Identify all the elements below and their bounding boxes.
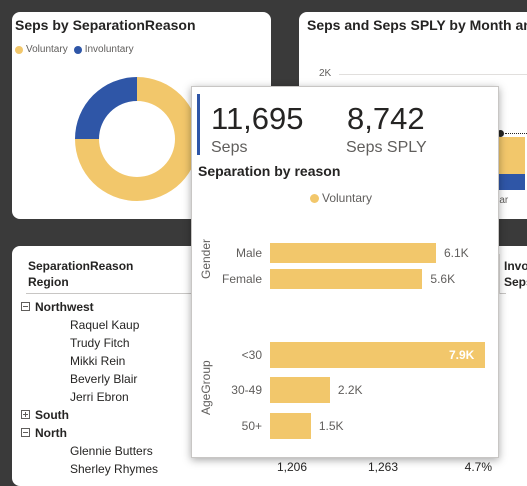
category-label: <30 <box>241 348 262 362</box>
legend-voluntary-label: Voluntary <box>322 191 373 205</box>
sply-line-marker[interactable] <box>497 130 504 137</box>
matrix-group-label: South <box>35 408 69 422</box>
matrix-member-label: Raquel Kaup <box>70 318 140 332</box>
bar-chart-legend: Voluntary <box>310 191 372 205</box>
cell-value: 4.7% <box>464 460 492 474</box>
gender-axis-label: Gender <box>199 238 213 279</box>
matrix-group-row[interactable]: Northwest <box>12 298 527 316</box>
matrix-column-divider <box>499 254 500 294</box>
donut-chart-title: Seps by SeparationReason <box>15 17 196 33</box>
matrix-last-row-values: 1,206 1,263 4.7% <box>12 458 527 476</box>
bar-data-label: 5.6K <box>430 272 456 286</box>
bar-50[interactable] <box>270 413 311 439</box>
column-bar-voluntary[interactable] <box>495 137 525 177</box>
matrix-member-row[interactable]: Sherley Rhymes <box>12 460 527 478</box>
sply-line <box>505 133 527 134</box>
x-axis-tick-label: Mar <box>491 195 509 206</box>
matrix-group-label: North <box>35 426 67 440</box>
donut-slice-voluntary[interactable] <box>75 77 199 201</box>
bar-female[interactable] <box>270 269 423 289</box>
legend-involuntary-label: Involuntary <box>84 44 134 55</box>
cell-value: 1,263 <box>367 460 398 474</box>
legend-voluntary-label: Voluntary <box>26 44 68 55</box>
kpi-seps-label: Seps <box>211 139 248 156</box>
matrix-member-row[interactable]: Beverly Blair <box>12 370 527 388</box>
matrix-member-label: Sherley Rhymes <box>70 462 159 476</box>
matrix-group-row[interactable]: North <box>12 424 527 442</box>
donut-legend: Voluntary Involuntary <box>15 44 134 55</box>
matrix-member-row[interactable]: Raquel Kaup <box>12 316 527 334</box>
donut-slice-involuntary[interactable] <box>75 77 137 139</box>
collapse-icon[interactable] <box>21 302 30 311</box>
matrix-member-label: Mikki Rein <box>70 354 126 368</box>
category-label: Male <box>235 246 262 260</box>
bar-data-label: 6.1K <box>444 246 469 260</box>
agegroup-axis-label: AgeGroup <box>199 360 213 415</box>
category-label: 50+ <box>241 419 262 433</box>
matrix-group-label: Northwest <box>35 300 94 314</box>
bar-30[interactable] <box>270 342 485 368</box>
matrix-member-label: Jerri Ebron <box>70 390 129 404</box>
matrix-member-row[interactable]: Jerri Ebron <box>12 388 527 406</box>
tooltip-card: 11,695 Seps 8,742 Seps SPLY Separation b… <box>191 86 499 458</box>
matrix-member-row[interactable]: Glennie Butters <box>12 442 527 460</box>
legend-voluntary-marker <box>310 193 319 203</box>
matrix-header-seps[interactable]: Seps <box>504 275 527 289</box>
matrix-member-label: Trudy Fitch <box>70 336 130 350</box>
bar-data-label: 2.2K <box>337 383 363 397</box>
y-axis-tick: 2K <box>319 68 332 79</box>
matrix-member-row[interactable]: Mikki Rein <box>12 352 527 370</box>
donut-chart[interactable] <box>72 74 202 204</box>
bar-30-49[interactable] <box>270 377 330 403</box>
kpi-seps-value: 11,695 <box>211 101 304 136</box>
bar-chart-title: Separation by reason <box>198 163 341 179</box>
matrix-member-label: Beverly Blair <box>70 372 138 386</box>
matrix-member-label: Glennie Butters <box>70 444 153 458</box>
column-bar-involuntary[interactable] <box>495 174 525 190</box>
matrix-header-region[interactable]: Region <box>28 275 69 289</box>
legend-voluntary-marker <box>15 45 23 54</box>
bar-male[interactable] <box>270 243 436 263</box>
separation-bar-chart[interactable]: Gender Male 6.1K Female 5.6K AgeGroup <30 7.9K 3… <box>192 87 498 457</box>
kpi-accent-bar <box>197 94 200 155</box>
expand-icon[interactable] <box>21 410 30 419</box>
kpi-seps-sply-value: 8,742 <box>347 101 425 136</box>
kpi-seps-sply-label: Seps SPLY <box>346 139 427 156</box>
line-chart-title: Seps and Seps SPLY by Month and Sepa <box>307 17 527 33</box>
matrix-header-field[interactable]: SeparationReason <box>28 259 134 273</box>
category-label: Female <box>221 272 262 286</box>
collapse-icon[interactable] <box>21 428 30 437</box>
category-label: 30-49 <box>231 383 262 397</box>
legend-involuntary-marker <box>73 45 82 54</box>
cell-value: 1,206 <box>276 460 307 474</box>
bar-data-label: 1.5K <box>318 419 344 433</box>
matrix-header-involuntary[interactable]: Invo <box>504 259 527 273</box>
matrix-group-row[interactable]: South <box>12 406 527 424</box>
matrix-member-row[interactable]: Trudy Fitch <box>12 334 527 352</box>
matrix-body: Northwest Raquel Kaup Trudy Fitch Mikki Rei… <box>12 298 527 486</box>
bar-data-label: 7.9K <box>449 348 475 362</box>
gridline <box>339 74 527 75</box>
